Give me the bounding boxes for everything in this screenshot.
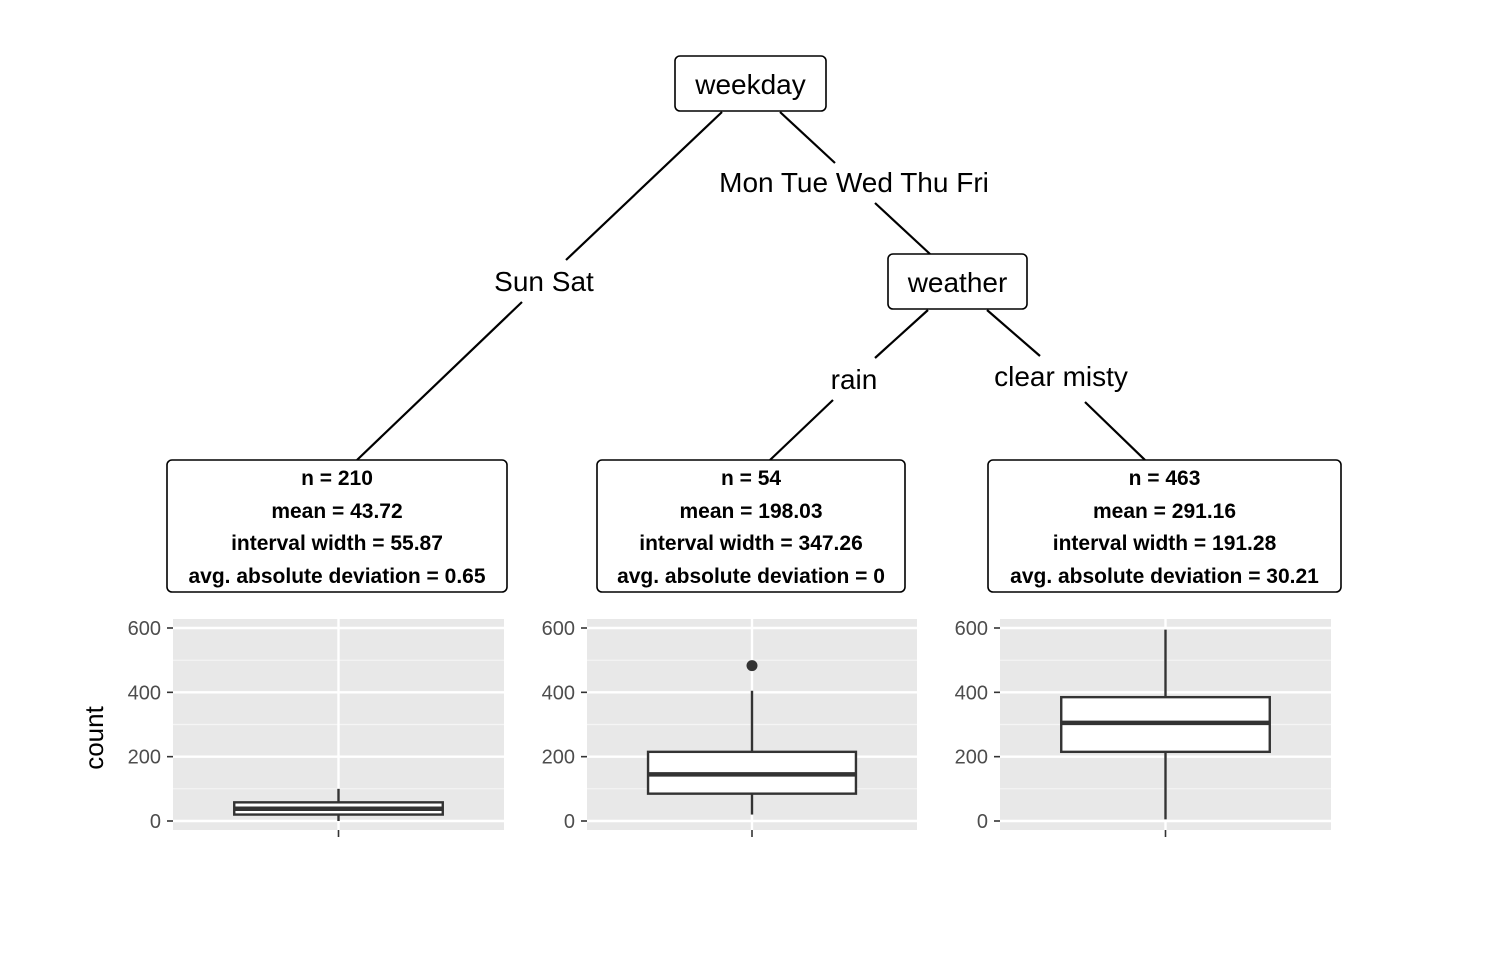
weather-node-label: weather: [907, 267, 1008, 298]
y-tick-label: 0: [977, 811, 988, 833]
edge-root-left-upper: [565, 111, 723, 261]
edge-inner-right-lower: [1084, 401, 1146, 461]
y-tick-label: 200: [955, 747, 988, 769]
leaf-2-n: n = 54: [721, 467, 781, 490]
leaf-1-mean: mean = 43.72: [271, 500, 402, 523]
edge-root-right-lower: [874, 202, 931, 255]
edge-inner-left-lower: [769, 399, 834, 461]
y-tick-label: 200: [542, 747, 575, 769]
leaf-1: n = 210 mean = 43.72 interval width = 55…: [166, 459, 508, 593]
root-node: weekday: [674, 55, 827, 112]
edge-label-root-left: Sun Sat: [494, 266, 594, 297]
y-tick-label: 600: [542, 618, 575, 640]
boxplot-panel-2: 0 200 400 600: [542, 618, 917, 837]
y-tick-label: 0: [564, 811, 575, 833]
y-tick-label: 0: [150, 811, 161, 833]
y-tick-label: 400: [128, 682, 161, 704]
boxplot-panels: 0 200 400 600 0 200 400 600 0 200 400 600: [128, 618, 1331, 837]
y-tick-label: 600: [955, 618, 988, 640]
edge-label-inner-right: clear misty: [994, 361, 1128, 392]
y-tick-label: 200: [128, 747, 161, 769]
leaf-2-interval-width: interval width = 347.26: [639, 532, 863, 555]
leaf-2-box: [596, 459, 906, 593]
leaf-3-deviation: avg. absolute deviation = 30.21: [1010, 565, 1319, 588]
edge-inner-left-upper: [874, 309, 929, 359]
y-tick-label: 600: [128, 618, 161, 640]
edge-root-right-upper: [779, 111, 836, 164]
boxplot-panel-1: 0 200 400 600: [128, 618, 504, 837]
leaf-3: n = 463 mean = 291.16 interval width = 1…: [987, 459, 1342, 593]
y-tick-label: 400: [955, 682, 988, 704]
leaf-2: n = 54 mean = 198.03 interval width = 34…: [596, 459, 906, 593]
weather-node: weather: [887, 253, 1028, 310]
leaf-3-interval-width: interval width = 191.28: [1053, 532, 1277, 555]
leaf-2-mean: mean = 198.03: [679, 500, 822, 523]
leaf-1-box: [166, 459, 508, 593]
leaf-3-mean: mean = 291.16: [1093, 500, 1236, 523]
y-axis-title: count: [79, 705, 109, 769]
leaf-3-n: n = 463: [1129, 467, 1201, 490]
leaf-1-deviation: avg. absolute deviation = 0.65: [188, 565, 485, 588]
leaf-3-box: [987, 459, 1342, 593]
leaf-1-interval-width: interval width = 55.87: [231, 532, 443, 555]
leaf-2-deviation: avg. absolute deviation = 0: [617, 565, 885, 588]
root-node-box: [674, 55, 827, 112]
leaf-1-n: n = 210: [301, 467, 373, 490]
weather-node-box: [887, 253, 1028, 310]
outlier-point: [746, 660, 758, 672]
boxplot-panel-3: 0 200 400 600: [955, 618, 1331, 837]
edge-label-inner-left: rain: [831, 364, 878, 395]
y-tick-label: 400: [542, 682, 575, 704]
edge-root-left-lower: [356, 301, 523, 461]
edge-inner-right-upper: [986, 309, 1041, 357]
tree-edges: [356, 111, 1146, 461]
edge-label-root-right: Mon Tue Wed Thu Fri: [719, 167, 989, 198]
root-node-label: weekday: [694, 69, 806, 100]
